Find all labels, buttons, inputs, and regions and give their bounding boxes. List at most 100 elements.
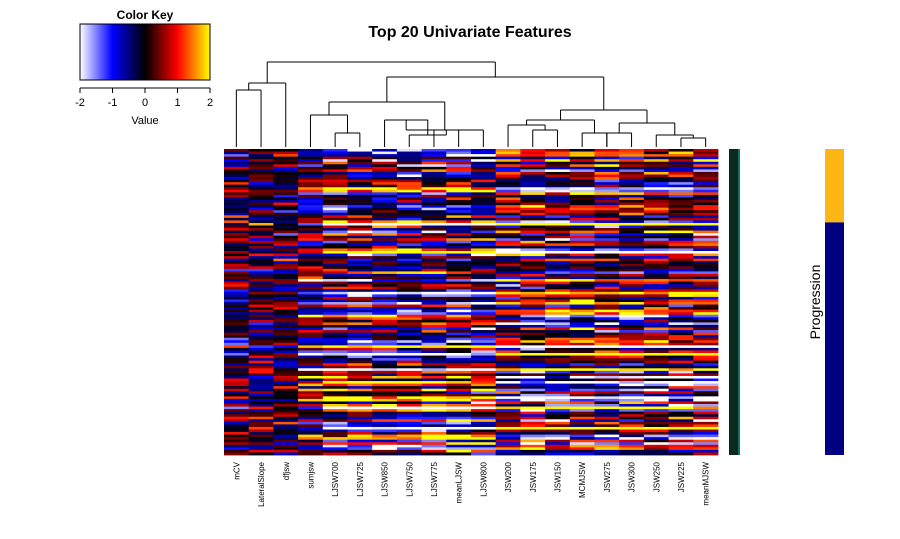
heatmap-cell — [224, 345, 250, 349]
heatmap-cell — [569, 174, 595, 178]
heatmap-cell — [668, 373, 694, 377]
heatmap-cell — [372, 312, 398, 316]
heatmap-cell — [520, 253, 546, 257]
heatmap-cell — [421, 215, 447, 219]
heatmap-cell — [372, 404, 398, 407]
heatmap-cell — [520, 442, 546, 446]
heatmap-cell — [273, 342, 299, 346]
heatmap-cell — [668, 419, 694, 423]
heatmap-cell — [495, 327, 521, 331]
heatmap-cell — [471, 416, 497, 420]
heatmap-cell — [347, 286, 373, 290]
color-key-tick-label: -2 — [75, 97, 85, 109]
heatmap-cell — [520, 243, 546, 247]
heatmap-cell — [224, 421, 250, 425]
heatmap-cell — [347, 302, 373, 305]
heatmap-cell — [396, 156, 422, 160]
heatmap-cell — [643, 279, 669, 282]
heatmap-cell — [273, 182, 299, 186]
heatmap-cell — [248, 212, 274, 216]
heatmap-cell — [594, 281, 620, 285]
heatmap-cell — [224, 235, 250, 239]
heatmap-cell — [471, 230, 497, 234]
heatmap-cell — [495, 414, 521, 418]
color-key-title: Color Key — [117, 8, 174, 22]
heatmap-cell — [421, 444, 447, 448]
heatmap-cell — [520, 228, 546, 231]
heatmap-cell — [495, 291, 521, 295]
heatmap-cell — [322, 230, 348, 234]
heatmap-cell — [224, 444, 250, 448]
heatmap-cell — [471, 396, 497, 400]
heatmap-cell — [471, 177, 497, 180]
heatmap-cell — [594, 159, 620, 163]
heatmap-cell — [396, 337, 422, 341]
heatmap-cell — [421, 319, 447, 323]
heatmap-cell — [298, 355, 324, 359]
heatmap-cell — [322, 200, 348, 203]
heatmap-cell — [298, 347, 324, 351]
heatmap-cell — [446, 439, 472, 443]
heatmap-cell — [569, 182, 595, 186]
heatmap-cell — [322, 414, 348, 418]
heatmap-cell — [668, 251, 694, 254]
heatmap-cell — [520, 166, 546, 170]
heatmap-cell — [520, 230, 546, 234]
heatmap-cell — [569, 256, 595, 260]
heatmap-cell — [372, 279, 398, 282]
heatmap-cell — [619, 421, 645, 425]
heatmap-cell — [471, 268, 497, 272]
heatmap-cell — [471, 258, 497, 262]
heatmap-cell — [322, 322, 348, 326]
heatmap-cell — [298, 235, 324, 239]
heatmap-cell — [668, 230, 694, 234]
heatmap-cell — [224, 347, 250, 351]
heatmap-cell — [298, 327, 324, 331]
heatmap-cell — [446, 281, 472, 285]
heatmap-cell — [594, 345, 620, 349]
heatmap-cell — [520, 370, 546, 374]
heatmap-cell — [545, 235, 571, 239]
heatmap-cell — [495, 337, 521, 341]
heatmap-cell — [569, 396, 595, 400]
heatmap-cell — [248, 233, 274, 237]
heatmap-cell — [569, 189, 595, 193]
heatmap-cell — [273, 332, 299, 336]
heatmap-cell — [224, 393, 250, 397]
heatmap-cell — [594, 437, 620, 441]
heatmap-cell — [421, 304, 447, 308]
heatmap-cell — [421, 182, 447, 186]
heatmap-cell — [619, 302, 645, 305]
heatmap-cell — [668, 442, 694, 446]
heatmap-cell — [446, 268, 472, 272]
heatmap-cell — [520, 266, 546, 270]
heatmap-cell — [594, 207, 620, 211]
color-key-xlabel: Value — [131, 115, 158, 127]
heatmap-cell — [693, 179, 719, 183]
heatmap-cell — [619, 429, 645, 433]
heatmap-cell — [643, 452, 669, 456]
heatmap-cell — [545, 174, 571, 178]
heatmap-cell — [248, 154, 274, 158]
heatmap-cell — [347, 401, 373, 405]
heatmap-cell — [372, 179, 398, 183]
heatmap-cell — [273, 230, 299, 234]
heatmap-cell — [248, 230, 274, 234]
heatmap-cell — [396, 401, 422, 405]
heatmap-cell — [248, 279, 274, 282]
heatmap-cell — [396, 335, 422, 339]
heatmap-cell — [224, 373, 250, 377]
heatmap-cell — [396, 340, 422, 344]
heatmap-cell — [668, 381, 694, 384]
heatmap-cell — [594, 235, 620, 239]
heatmap-cell — [322, 276, 348, 280]
heatmap-cell — [298, 401, 324, 405]
heatmap-cell — [372, 151, 398, 155]
heatmap-cell — [545, 416, 571, 420]
heatmap-cell — [273, 439, 299, 443]
heatmap-cell — [396, 256, 422, 260]
heatmap-cell — [471, 215, 497, 219]
heatmap-cell — [668, 261, 694, 265]
heatmap-cell — [224, 184, 250, 188]
heatmap-cell — [471, 360, 497, 364]
